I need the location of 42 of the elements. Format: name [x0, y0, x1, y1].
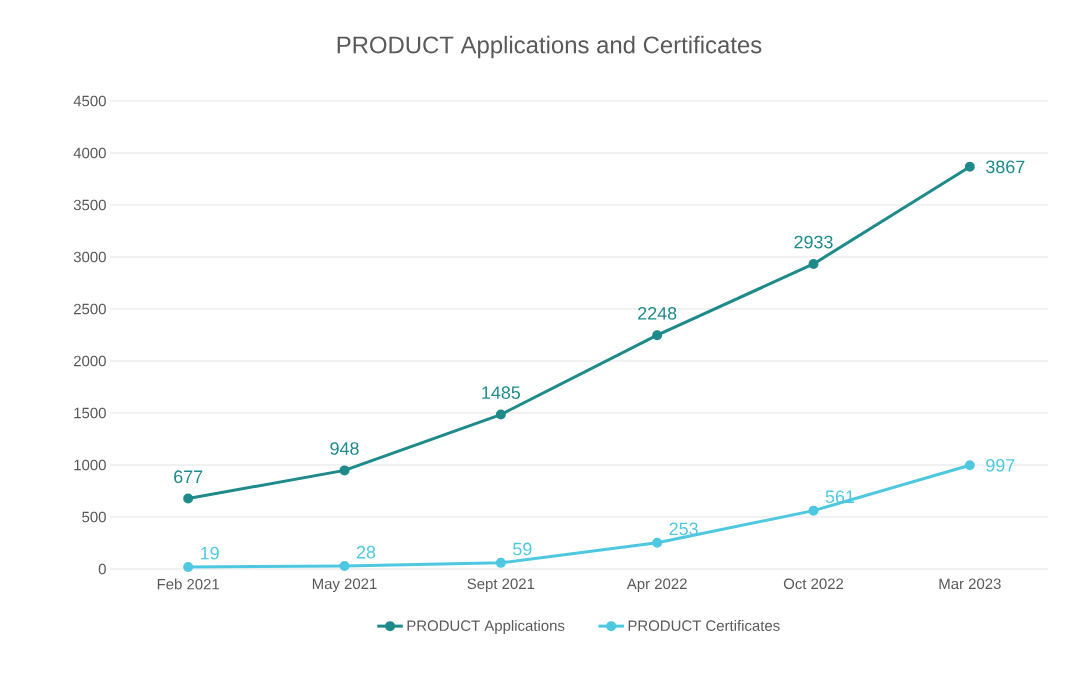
data-label: 677 — [174, 470, 203, 484]
point — [808, 258, 819, 269]
data-label: 59 — [513, 542, 532, 556]
point — [495, 557, 506, 568]
point — [964, 460, 975, 471]
data-label: 19 — [201, 546, 219, 560]
y-tick-label: 4000 — [73, 147, 106, 159]
legend-label: PRODUCT Applications — [407, 619, 565, 634]
legend-label: PRODUCT Certificates — [628, 619, 780, 631]
data-label: 28 — [356, 545, 376, 559]
y-tick-label: 1500 — [74, 407, 106, 419]
point — [339, 465, 350, 476]
y-tick-label: 3500 — [73, 199, 106, 211]
data-label: 948 — [330, 442, 359, 455]
point — [652, 537, 663, 548]
point — [339, 561, 350, 572]
y-tick-label: 500 — [82, 511, 106, 523]
y-tick-label: 2000 — [73, 355, 106, 367]
point — [808, 505, 819, 516]
data-label: 2248 — [638, 306, 677, 320]
x-tick-label: May 2021 — [312, 578, 377, 593]
chart-title: PRODUCT Applications and Certificates — [337, 35, 762, 59]
y-tick-label: 4500 — [73, 95, 106, 107]
data-label: 3867 — [986, 160, 1025, 174]
y-tick-label: 0 — [98, 563, 106, 575]
y-tick-label: 2500 — [73, 303, 106, 315]
x-tick-label: Mar 2023 — [939, 578, 1001, 590]
point — [652, 330, 663, 341]
data-label: 2933 — [794, 235, 833, 249]
x-tick-label: Sept 2021 — [467, 578, 535, 593]
point — [183, 562, 194, 573]
data-label: 1485 — [482, 386, 521, 400]
x-tick-label: Feb 2021 — [157, 578, 219, 590]
point — [964, 161, 975, 172]
point — [183, 493, 194, 504]
x-tick-label: Oct 2022 — [783, 578, 844, 590]
y-tick-label: 1000 — [74, 459, 106, 471]
point — [495, 409, 506, 420]
x-tick-label: Apr 2022 — [626, 578, 687, 593]
y-tick-label: 3000 — [73, 251, 106, 263]
data-label: 997 — [986, 458, 1015, 472]
data-label: 253 — [669, 522, 698, 536]
